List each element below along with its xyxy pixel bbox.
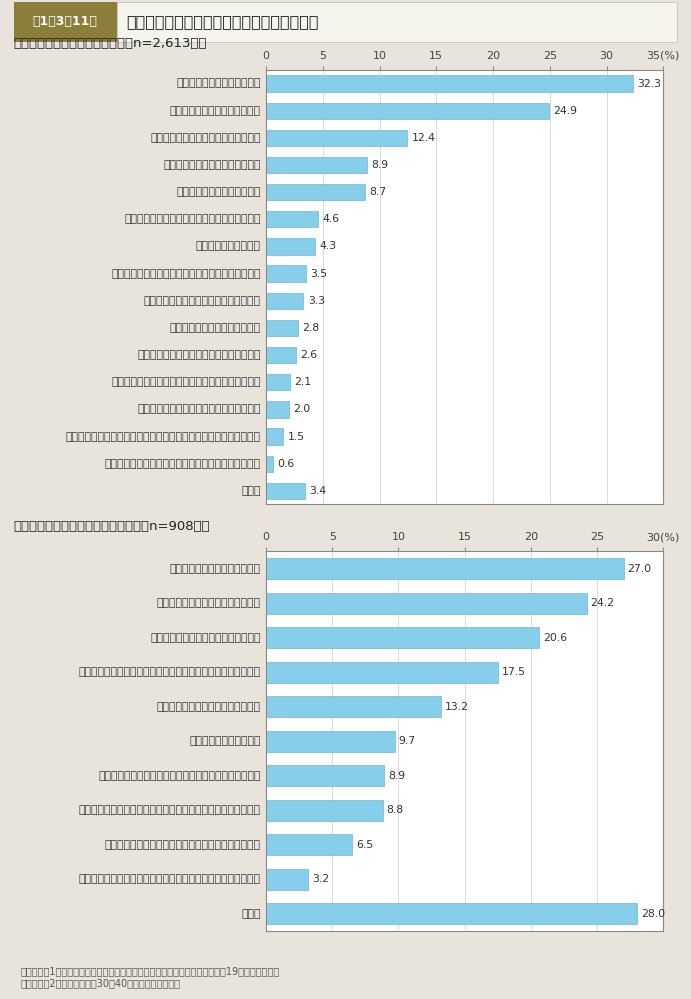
Bar <box>266 903 637 924</box>
Text: 2.1: 2.1 <box>294 378 312 388</box>
Text: 辞めるのが当たり前だと思ったから: 辞めるのが当たり前だと思ったから <box>156 598 261 608</box>
Text: 主として第一子の出産を理由に辞めた: 主として第一子の出産を理由に辞めた <box>150 133 261 143</box>
Text: 12.4: 12.4 <box>411 133 435 143</box>
Text: 27.0: 27.0 <box>627 563 652 573</box>
Bar <box>266 592 587 613</box>
Bar <box>266 627 539 648</box>
Bar <box>266 130 407 146</box>
Text: ＜仕事を辞めた理由：複数回答（n=2,613）＞: ＜仕事を辞めた理由：複数回答（n=2,613）＞ <box>14 37 207 50</box>
Text: 8.7: 8.7 <box>369 187 386 197</box>
Bar <box>266 834 352 855</box>
Text: 職場環境，仕事内容，労働条件: 職場環境，仕事内容，労働条件 <box>169 323 261 333</box>
Text: 8.9: 8.9 <box>388 771 405 781</box>
Text: 主として自分または配偶者・パートナーの親の介護を理由に辞めた: 主として自分または配偶者・パートナーの親の介護を理由に辞めた <box>66 432 261 442</box>
Bar <box>266 483 305 500</box>
Text: 結婚以前に転職・親の介護以外の理由で辞めた: 結婚以前に転職・親の介護以外の理由で辞めた <box>124 215 261 225</box>
Text: 2.6: 2.6 <box>300 350 317 360</box>
Bar <box>266 869 308 890</box>
Text: 4.3: 4.3 <box>319 242 337 252</box>
Bar <box>266 456 273 472</box>
Text: キャリアアップ，資格取得，就学，留学: キャリアアップ，資格取得，就学，留学 <box>144 296 261 306</box>
Text: （備考）　1．内閣府「女性のライフプランニング支援に関する調査」（平成19年）より作成。: （備考） 1．内閣府「女性のライフプランニング支援に関する調査」（平成19年）よ… <box>21 966 280 976</box>
Text: 3.5: 3.5 <box>310 269 328 279</box>
Bar <box>266 696 441 717</box>
Bar <box>266 184 365 201</box>
Text: 病気，ストレス，怪我: 病気，ストレス，怪我 <box>196 242 261 252</box>
Text: 主として妊娠を理由に辞めた: 主として妊娠を理由に辞めた <box>176 187 261 197</box>
Text: 家事・育児に時間をとりたかったから: 家事・育児に時間をとりたかったから <box>150 632 261 642</box>
Text: 主として結婚を理由に辞めた: 主として結婚を理由に辞めた <box>176 79 261 89</box>
Text: 2．調査対象は，30～40歳代の女性である。: 2．調査対象は，30～40歳代の女性である。 <box>21 978 181 988</box>
Text: 24.2: 24.2 <box>591 598 614 608</box>
Bar <box>266 157 367 173</box>
Text: 結婚以前に転職を目的に辞めた: 結婚以前に転職を目的に辞めた <box>169 106 261 116</box>
Text: 主として配偶者・パートナーの転勤を理由に辞めた: 主として配偶者・パートナーの転勤を理由に辞めた <box>111 269 261 279</box>
Text: 32.3: 32.3 <box>637 79 661 89</box>
Text: 9.7: 9.7 <box>399 736 415 746</box>
Text: 同じような状況で仕事を続けている人が職場にいなかったから: 同じような状況で仕事を続けている人が職場にいなかったから <box>79 805 261 815</box>
Text: その他: その他 <box>241 909 261 919</box>
Bar <box>266 103 549 119</box>
Text: 28.0: 28.0 <box>641 909 665 919</box>
Bar <box>266 765 384 786</box>
Text: リストラ，経営不振，倒産，契約期間終了: リストラ，経営不振，倒産，契約期間終了 <box>137 350 261 360</box>
Bar <box>266 293 303 309</box>
Bar <box>266 662 498 682</box>
Bar <box>266 347 296 364</box>
Text: 8.8: 8.8 <box>386 805 404 815</box>
Bar <box>266 374 290 391</box>
Text: 職場に仕事と家庭の両立を支援する制度がなかったから: 職場に仕事と家庭の両立を支援する制度がなかったから <box>98 771 261 781</box>
Text: 3.3: 3.3 <box>308 296 325 306</box>
Text: 子どもが欲しかったから: 子どもが欲しかったから <box>189 736 261 746</box>
Text: 主として育児を理由に辞めた（子どもが未就学児）: 主として育児を理由に辞めた（子どもが未就学児） <box>111 378 261 388</box>
Bar <box>266 211 319 228</box>
Text: 2.8: 2.8 <box>303 323 319 333</box>
Bar <box>266 429 283 445</box>
Bar <box>266 266 305 282</box>
Bar <box>266 731 395 751</box>
Text: 職場に仕事と家庭の両立に対する理解がなかったから: 職場に仕事と家庭の両立に対する理解がなかったから <box>104 840 261 850</box>
Bar <box>266 75 633 92</box>
Bar <box>266 800 383 820</box>
Bar <box>266 558 623 579</box>
Text: 配偶者・パートナーの親や自分の親など親族の意向だったから: 配偶者・パートナーの親や自分の親など親族の意向だったから <box>79 874 261 884</box>
Text: 両立の努力をしてまで続けたいと思える仕事ではなかったから: 両立の努力をしてまで続けたいと思える仕事ではなかったから <box>79 667 261 677</box>
Text: 24.9: 24.9 <box>553 106 577 116</box>
Text: 1.5: 1.5 <box>287 432 305 442</box>
Text: 第1－3－11図: 第1－3－11図 <box>32 15 97 29</box>
Text: 8.9: 8.9 <box>372 160 389 170</box>
Text: 13.2: 13.2 <box>445 701 468 711</box>
Text: 0.6: 0.6 <box>277 459 294 469</box>
Bar <box>117 2 677 42</box>
Text: その他: その他 <box>241 486 261 496</box>
Text: 3.4: 3.4 <box>309 486 326 496</box>
Text: 4.6: 4.6 <box>323 215 340 225</box>
Bar <box>266 239 315 255</box>
Text: ＜結婚時に離職した理由：複数回答（n=908）＞: ＜結婚時に離職した理由：複数回答（n=908）＞ <box>14 520 211 533</box>
Text: 6.5: 6.5 <box>356 840 373 850</box>
Text: 主として育児を理由に辞めた（子どもが小学校以降）: 主として育児を理由に辞めた（子どもが小学校以降） <box>104 459 261 469</box>
Text: 主として第二子以降の出産を理由に辞めた: 主として第二子以降の出産を理由に辞めた <box>137 405 261 415</box>
Bar <box>266 320 298 336</box>
Text: 17.5: 17.5 <box>502 667 526 677</box>
Text: 体力・時間的に厳しかったから: 体力・時間的に厳しかったから <box>169 563 261 573</box>
Bar <box>266 402 289 418</box>
Text: 2.0: 2.0 <box>293 405 310 415</box>
Text: 3.2: 3.2 <box>312 874 330 884</box>
Bar <box>14 2 117 42</box>
Text: 仕事を辞めた理由及び結婚時に離職した理由: 仕事を辞めた理由及び結婚時に離職した理由 <box>126 14 319 30</box>
Text: 20.6: 20.6 <box>543 632 567 642</box>
Text: 上記以外の理由で結婚後に辞めた: 上記以外の理由で結婚後に辞めた <box>163 160 261 170</box>
Text: 配偶者・パートナーが希望したから: 配偶者・パートナーが希望したから <box>156 701 261 711</box>
